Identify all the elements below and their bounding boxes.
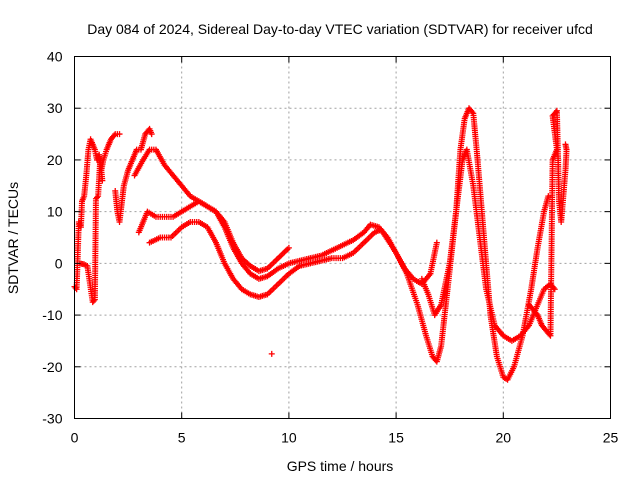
data-point	[533, 310, 540, 317]
data-point	[552, 109, 559, 116]
x-tick-label: 20	[496, 430, 512, 446]
data-point	[268, 350, 275, 357]
y-tick-label: 10	[47, 204, 63, 220]
y-axis-label: SDTVAR / TECUs	[5, 182, 21, 294]
x-tick-label: 25	[603, 430, 619, 446]
x-tick-label: 5	[178, 430, 186, 446]
x-tick-label: 15	[388, 430, 404, 446]
data-point	[546, 331, 553, 338]
y-tick-label: 0	[55, 255, 63, 271]
axis-ticks: 0 5 10 15 20 25 -30 -20 -10 0 10 20 30 40	[42, 49, 618, 446]
data-point	[90, 297, 97, 304]
y-tick-label: -30	[42, 411, 62, 427]
data-point	[116, 131, 123, 138]
data-point	[72, 284, 79, 291]
plot-frame	[74, 56, 611, 419]
y-tick-label: 30	[47, 100, 63, 116]
data-point	[433, 239, 440, 246]
grid-layer	[74, 56, 611, 419]
chart-title: Day 084 of 2024, Sidereal Day-to-day VTE…	[87, 21, 593, 37]
y-tick-label: 40	[47, 49, 63, 65]
x-tick-label: 0	[71, 430, 79, 446]
data-point	[469, 109, 476, 116]
data-point	[148, 131, 155, 138]
x-axis-label: GPS time / hours	[287, 458, 394, 474]
data-point	[562, 141, 569, 148]
data-point	[285, 244, 292, 251]
x-tick-label: 10	[281, 430, 297, 446]
y-tick-label: 20	[47, 152, 63, 168]
data-point	[99, 177, 106, 184]
data-marks	[71, 105, 570, 383]
y-tick-label: -20	[42, 359, 62, 375]
data-point	[111, 132, 118, 139]
data-point	[545, 193, 552, 200]
y-tick-label: -10	[42, 307, 62, 323]
data-point	[94, 194, 101, 201]
